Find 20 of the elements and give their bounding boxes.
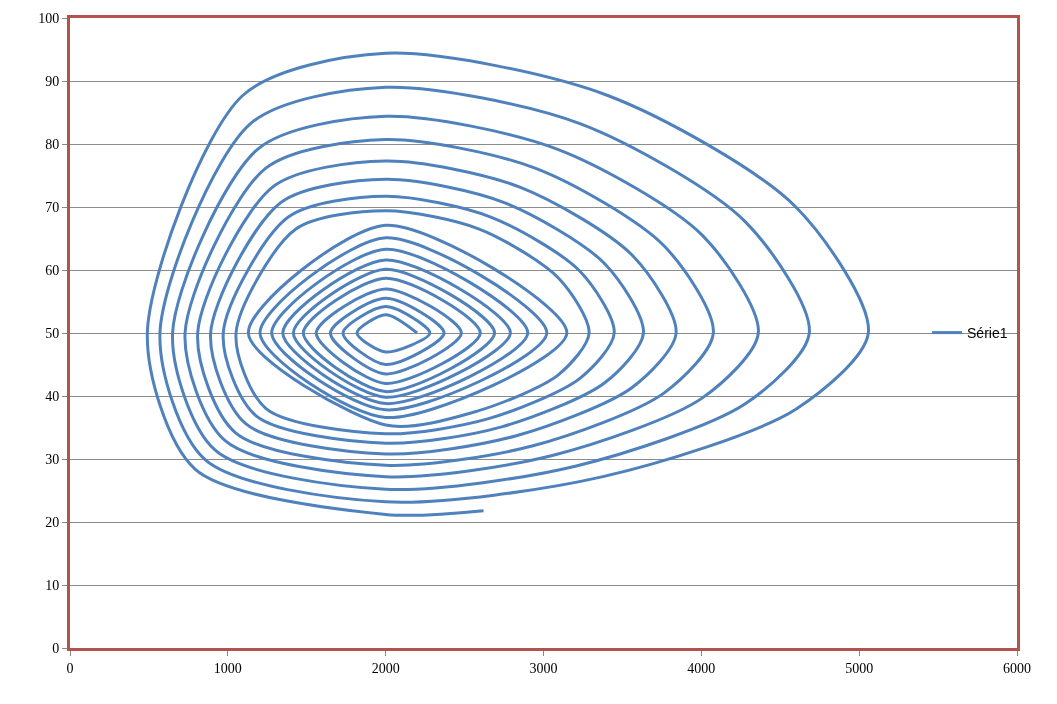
y-tick-label: 0	[52, 640, 60, 656]
x-tick-label: 4000	[687, 660, 716, 676]
y-tick-label: 10	[45, 577, 60, 593]
y-tick-label: 30	[45, 451, 60, 467]
x-tick-label: 1000	[213, 660, 242, 676]
y-tick-label: 40	[45, 388, 60, 404]
y-tick-label: 100	[38, 10, 60, 26]
y-tick-label: 50	[45, 325, 60, 341]
x-tick-label: 0	[66, 660, 74, 676]
line-series	[145, 51, 870, 516]
y-tick-label: 60	[45, 262, 60, 278]
y-tick-label: 20	[45, 514, 60, 530]
y-tick-label: 80	[45, 136, 60, 152]
x-tick-label: 2000	[371, 660, 400, 676]
y-tick-label: 70	[45, 199, 60, 215]
x-tick-label: 5000	[845, 660, 874, 676]
x-tick-label: 3000	[529, 660, 558, 676]
y-tick-label: 90	[45, 73, 60, 89]
legend-label: Série1	[967, 325, 1008, 342]
x-tick-label: 6000	[1003, 660, 1031, 676]
